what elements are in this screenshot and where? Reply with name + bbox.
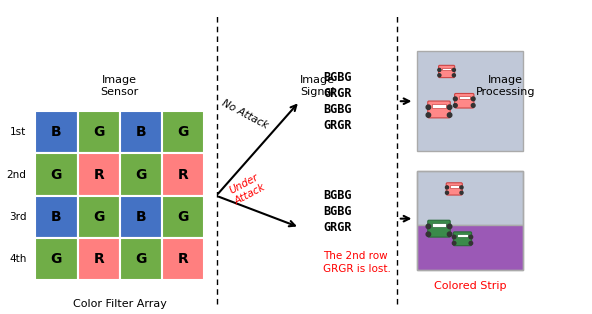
Circle shape xyxy=(445,191,449,194)
Bar xyxy=(36,238,78,280)
Text: 4th: 4th xyxy=(9,254,27,264)
FancyBboxPatch shape xyxy=(33,108,207,283)
Text: G: G xyxy=(93,210,104,224)
Text: B: B xyxy=(136,125,146,139)
FancyBboxPatch shape xyxy=(446,183,462,195)
Text: 3rd: 3rd xyxy=(9,212,27,222)
Circle shape xyxy=(438,74,441,77)
Circle shape xyxy=(452,241,456,245)
Circle shape xyxy=(448,113,452,117)
Circle shape xyxy=(426,232,430,236)
Circle shape xyxy=(471,104,475,107)
Circle shape xyxy=(469,235,472,239)
Bar xyxy=(162,238,204,280)
Text: G: G xyxy=(51,168,62,181)
Bar xyxy=(162,111,204,154)
Bar xyxy=(36,154,78,196)
Circle shape xyxy=(426,105,430,110)
Bar xyxy=(432,223,446,227)
Circle shape xyxy=(426,224,430,229)
Circle shape xyxy=(438,68,441,72)
Text: G: G xyxy=(136,252,147,266)
Text: G: G xyxy=(178,210,189,224)
Circle shape xyxy=(445,186,449,189)
Circle shape xyxy=(471,97,475,101)
Circle shape xyxy=(452,235,456,239)
Bar xyxy=(417,51,523,151)
Bar xyxy=(417,171,523,225)
Text: B: B xyxy=(136,210,146,224)
Bar xyxy=(450,185,459,188)
Text: The 2nd row
GRGR is lost.: The 2nd row GRGR is lost. xyxy=(323,252,391,274)
FancyBboxPatch shape xyxy=(453,232,472,246)
Text: G: G xyxy=(51,252,62,266)
Bar xyxy=(120,238,162,280)
Bar xyxy=(417,225,523,270)
Text: BGBG
BGBG
GRGR: BGBG BGBG GRGR xyxy=(323,189,352,234)
Text: Colored Strip: Colored Strip xyxy=(434,281,506,291)
FancyBboxPatch shape xyxy=(428,220,450,237)
Bar xyxy=(442,68,451,70)
Circle shape xyxy=(469,241,472,245)
Text: Image
Signal: Image Signal xyxy=(300,75,335,96)
Bar xyxy=(120,154,162,196)
Bar xyxy=(120,111,162,154)
Bar xyxy=(78,111,120,154)
Circle shape xyxy=(448,224,452,229)
Circle shape xyxy=(453,97,457,101)
Circle shape xyxy=(448,232,452,236)
Bar xyxy=(36,111,78,154)
Text: G: G xyxy=(178,125,189,139)
Bar xyxy=(78,238,120,280)
Bar xyxy=(459,96,470,99)
Text: 1st: 1st xyxy=(10,127,27,137)
Text: BGBG
GRGR
BGBG
GRGR: BGBG GRGR BGBG GRGR xyxy=(323,71,352,132)
Circle shape xyxy=(453,104,457,107)
Bar xyxy=(78,154,120,196)
Bar xyxy=(457,234,468,237)
Text: Color Filter Array: Color Filter Array xyxy=(73,299,167,309)
Circle shape xyxy=(448,105,452,110)
Text: B: B xyxy=(51,125,62,139)
Circle shape xyxy=(460,186,463,189)
Text: Under
Attack: Under Attack xyxy=(227,172,266,207)
Text: B: B xyxy=(51,210,62,224)
Circle shape xyxy=(452,74,455,77)
Bar xyxy=(432,104,446,108)
Bar xyxy=(417,171,523,270)
Bar xyxy=(78,196,120,238)
Circle shape xyxy=(460,191,463,194)
Bar xyxy=(36,196,78,238)
Text: G: G xyxy=(136,168,147,181)
Bar xyxy=(120,196,162,238)
Text: R: R xyxy=(94,168,104,181)
Bar xyxy=(162,196,204,238)
Text: R: R xyxy=(178,168,189,181)
Text: 2nd: 2nd xyxy=(7,170,27,180)
FancyBboxPatch shape xyxy=(439,65,455,78)
FancyBboxPatch shape xyxy=(455,94,474,108)
Text: G: G xyxy=(93,125,104,139)
Text: Image
Sensor: Image Sensor xyxy=(101,75,139,96)
Circle shape xyxy=(452,68,455,72)
Text: R: R xyxy=(178,252,189,266)
Text: Image
Processing: Image Processing xyxy=(475,75,535,96)
Circle shape xyxy=(426,113,430,117)
Bar xyxy=(162,154,204,196)
Text: No Attack: No Attack xyxy=(220,98,270,131)
FancyBboxPatch shape xyxy=(428,101,450,118)
Text: R: R xyxy=(94,252,104,266)
